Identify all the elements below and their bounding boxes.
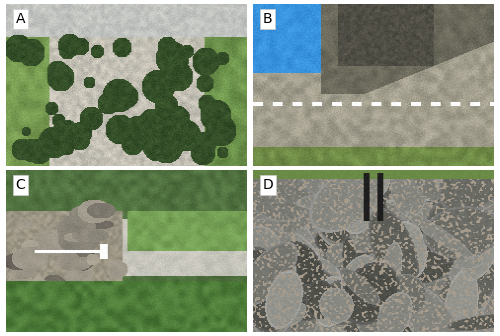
- Text: C: C: [16, 178, 26, 192]
- Text: B: B: [262, 12, 272, 26]
- Text: A: A: [16, 12, 25, 26]
- Text: D: D: [262, 178, 274, 192]
